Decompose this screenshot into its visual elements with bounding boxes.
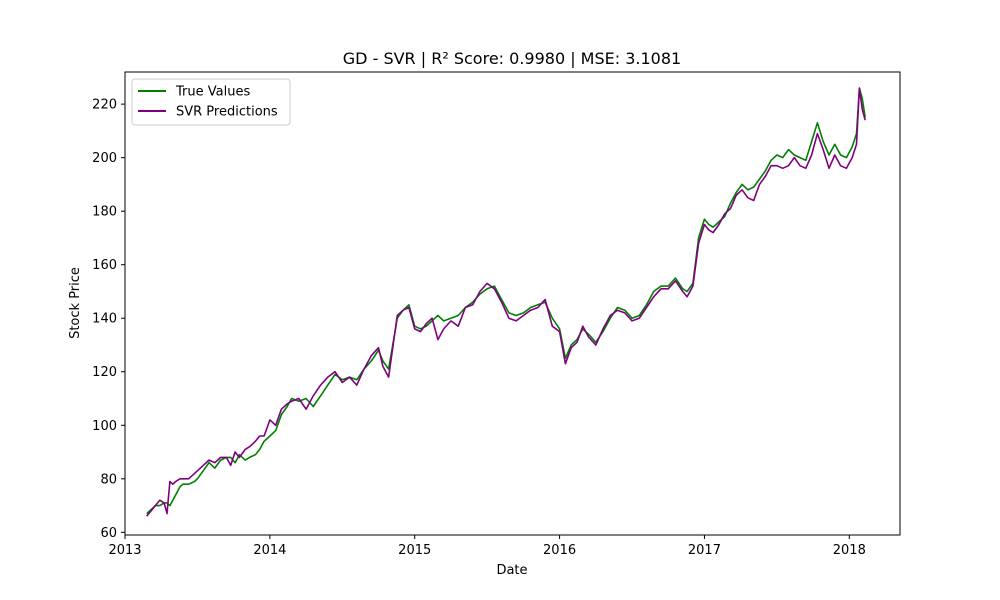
y-tick-label: 120: [92, 365, 117, 380]
series-layer: [146, 87, 866, 517]
x-tick-label: 2013: [108, 543, 141, 558]
y-tick-label: 200: [92, 151, 117, 166]
legend-label: SVR Predictions: [176, 105, 278, 120]
y-tick-label: 80: [100, 472, 117, 487]
y-tick-label: 220: [92, 98, 117, 113]
x-tick-label: 2017: [688, 543, 721, 558]
legend: True Values SVR Predictions: [131, 78, 291, 126]
y-tick-label: 100: [92, 419, 117, 434]
y-axis-label: Stock Price: [68, 267, 83, 339]
y-tick-label: 60: [100, 526, 117, 541]
x-tick-label: 2016: [543, 543, 576, 558]
legend-label: True Values: [175, 85, 250, 100]
x-axis: 2013 2014 2015 2016 2017 2018: [108, 535, 866, 558]
chart-title: GD - SVR | R² Score: 0.9980 | MSE: 3.108…: [343, 49, 681, 68]
x-axis-label: Date: [496, 563, 527, 578]
y-tick-label: 140: [92, 312, 117, 327]
series-line-svr-predictions: [146, 87, 866, 517]
y-axis: 60 80 100 120 140 160 180 200 220: [92, 98, 125, 541]
y-tick-label: 160: [92, 258, 117, 273]
x-tick-label: 2014: [253, 543, 286, 558]
plot-area-frame: [124, 71, 901, 536]
legend-box: [131, 78, 291, 126]
x-tick-label: 2018: [833, 543, 866, 558]
y-tick-label: 180: [92, 205, 117, 220]
x-tick-label: 2015: [398, 543, 431, 558]
